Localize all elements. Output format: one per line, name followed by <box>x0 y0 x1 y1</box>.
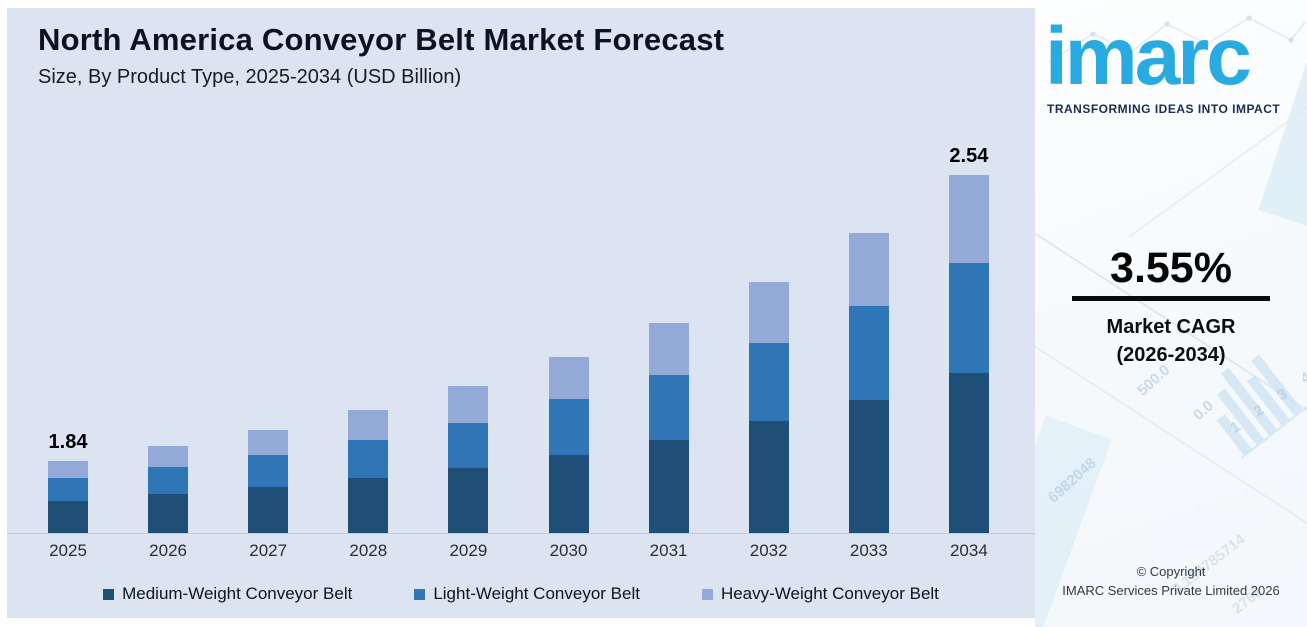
stacked-bar-2026 <box>148 446 189 533</box>
bar-segment <box>848 233 889 306</box>
legend-label: Heavy-Weight Conveyor Belt <box>720 584 939 603</box>
brand-panel: 500.0 0.0 1 2 3 4 6982048 0.134785714 27… <box>1035 0 1307 627</box>
legend-swatch-heavy-weight-icon <box>701 588 713 600</box>
stacked-bar-2033 <box>848 233 889 533</box>
bar-segment <box>748 343 789 421</box>
chart-legend: Medium-Weight Conveyor Belt Light-Weight… <box>7 584 1035 604</box>
copyright-notice: © Copyright IMARC Services Private Limit… <box>1035 563 1307 601</box>
legend-label: Light-Weight Conveyor Belt <box>433 584 640 603</box>
bar-segment <box>648 440 689 533</box>
legend-swatch-medium-weight-icon <box>103 588 115 600</box>
mini-bar-chart-decoration <box>1216 354 1307 460</box>
chart-panel: North America Conveyor Belt Market Forec… <box>7 8 1035 618</box>
imarc-logo: imarc <box>1045 11 1252 102</box>
bar-value-label-2034: 2.54 <box>949 145 989 167</box>
stacked-bar-2031 <box>648 323 689 533</box>
bar-segment <box>948 263 989 373</box>
cagr-divider <box>1072 296 1270 301</box>
legend-swatch-light-weight-icon <box>414 588 426 600</box>
x-axis-label-2027: 2027 <box>249 541 288 560</box>
bar-segment <box>448 468 489 533</box>
bar-segment <box>248 430 289 455</box>
bar-segment <box>148 467 189 494</box>
bar-segment <box>548 455 589 533</box>
chart-subtitle: Size, By Product Type, 2025-2034 (USD Bi… <box>38 66 462 88</box>
bar-segment <box>148 446 189 467</box>
imarc-tagline: TRANSFORMING IDEAS INTO IMPACT <box>1047 102 1281 116</box>
bar-segment <box>748 282 789 343</box>
chart-title: North America Conveyor Belt Market Forec… <box>38 22 725 57</box>
bar-segment <box>648 375 689 440</box>
x-axis-line <box>7 533 1035 534</box>
bar-segment <box>448 386 489 423</box>
cagr-period: (2026-2034) <box>1116 344 1226 366</box>
bar-segment <box>848 306 889 400</box>
cagr-label: Market CAGR <box>1106 316 1236 338</box>
bar-segment <box>48 461 88 478</box>
stacked-bar-2034 <box>948 175 989 533</box>
bar-segment <box>248 487 289 533</box>
x-axis-label-2026: 2026 <box>149 541 187 560</box>
bar-value-label-2025: 1.84 <box>48 431 88 453</box>
bar-segment <box>348 478 389 533</box>
bar-segment <box>48 501 88 533</box>
bar-segment <box>448 423 489 468</box>
x-axis-label-2030: 2030 <box>549 541 588 560</box>
bar-segment <box>348 410 389 440</box>
x-axis-label-2034: 2034 <box>949 541 988 560</box>
stacked-bar-2030 <box>548 357 589 533</box>
stacked-bar-2027 <box>248 430 289 533</box>
bar-segment <box>148 494 189 533</box>
watermark-number: 500.0 <box>1134 361 1174 400</box>
bar-segment <box>948 175 989 263</box>
x-axis-label-2033: 2033 <box>849 541 888 560</box>
legend-label: Medium-Weight Conveyor Belt <box>122 584 353 603</box>
x-axis-label-2028: 2028 <box>349 541 388 560</box>
legend-item-heavy-weight: Heavy-Weight Conveyor Belt <box>701 584 939 604</box>
stacked-bar-2028 <box>348 410 389 533</box>
bar-segment <box>548 357 589 399</box>
copyright-line2: IMARC Services Private Limited 2026 <box>1062 582 1280 598</box>
stacked-bar-2032 <box>748 282 789 533</box>
bar-segment <box>848 400 889 533</box>
bar-segment <box>748 421 789 533</box>
legend-item-light-weight: Light-Weight Conveyor Belt <box>414 584 640 604</box>
stacked-bar-2029 <box>448 386 489 533</box>
constellation-decoration <box>1048 15 1306 63</box>
x-axis-label-2031: 2031 <box>649 541 688 560</box>
cagr-value: 3.55% <box>1110 244 1232 292</box>
bar-segment <box>548 399 589 455</box>
bar-segment <box>248 455 289 487</box>
bar-segment <box>348 440 389 478</box>
bar-segment <box>948 373 989 533</box>
x-axis-label-2032: 2032 <box>749 541 788 560</box>
copyright-line1: © Copyright <box>1136 564 1206 579</box>
bar-segment <box>648 323 689 375</box>
stacked-bar-2025 <box>48 461 88 533</box>
legend-item-medium-weight: Medium-Weight Conveyor Belt <box>103 584 352 604</box>
bar-segment <box>48 478 88 501</box>
x-axis-label-2029: 2029 <box>449 541 488 560</box>
x-axis-label-2025: 2025 <box>49 541 87 560</box>
